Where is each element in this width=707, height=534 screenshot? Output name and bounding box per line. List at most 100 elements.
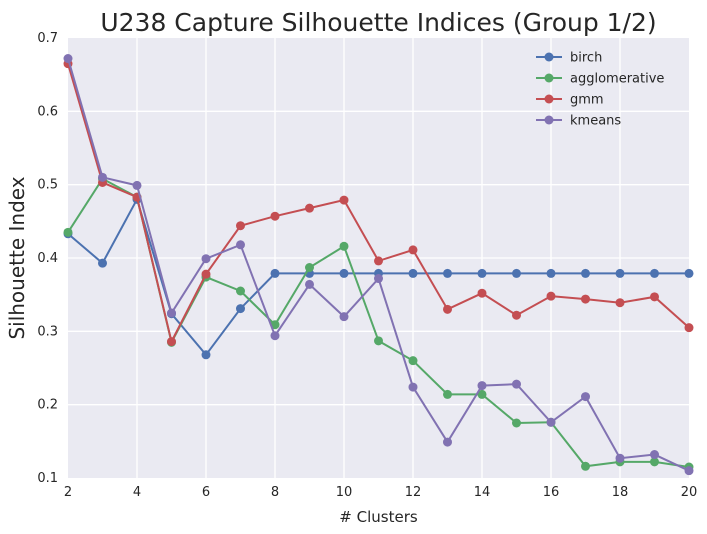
data-point-gmm — [443, 304, 452, 314]
y-tick-label: 0.6 — [37, 104, 58, 119]
y-axis-ticks: 0.1 0.2 0.3 0.4 0.5 0.6 0.7 — [37, 31, 58, 486]
data-point-birch — [650, 268, 659, 278]
y-tick-label: 0.3 — [37, 324, 58, 339]
legend-item-agglomerative: agglomerative — [536, 72, 664, 87]
x-tick-label: 12 — [405, 485, 422, 500]
data-point-kmeans — [167, 308, 176, 318]
data-point-agglomerative — [512, 418, 521, 428]
data-point-kmeans — [236, 240, 245, 250]
data-point-gmm — [305, 203, 314, 213]
data-point-birch — [477, 268, 487, 278]
data-point-kmeans — [443, 437, 452, 447]
y-axis-label: Silhouette Index — [5, 176, 29, 339]
legend-marker — [544, 115, 554, 125]
data-point-birch — [512, 268, 521, 278]
data-point-birch — [443, 268, 452, 278]
y-tick-label: 0.4 — [37, 251, 58, 266]
data-point-agglomerative — [477, 389, 487, 399]
data-point-kmeans — [684, 466, 694, 476]
data-point-agglomerative — [374, 336, 383, 346]
data-point-kmeans — [512, 379, 521, 389]
legend-marker — [544, 73, 554, 83]
data-point-kmeans — [374, 274, 383, 284]
data-point-gmm — [339, 195, 349, 205]
data-point-kmeans — [650, 450, 659, 460]
legend-item-birch: birch — [536, 51, 602, 66]
legend-marker — [544, 94, 554, 104]
x-tick-label: 16 — [543, 485, 560, 500]
data-point-kmeans — [408, 382, 418, 392]
series-group — [63, 54, 694, 476]
data-point-gmm — [236, 221, 245, 231]
legend-item-kmeans: kmeans — [536, 114, 621, 129]
data-point-kmeans — [201, 254, 211, 264]
data-point-agglomerative — [63, 227, 73, 237]
data-point-kmeans — [581, 392, 590, 402]
x-tick-label: 6 — [202, 485, 210, 500]
y-tick-label: 0.1 — [37, 471, 58, 486]
data-point-gmm — [374, 256, 383, 266]
y-tick-label: 0.2 — [37, 398, 58, 413]
data-point-gmm — [650, 292, 659, 302]
data-point-kmeans — [339, 312, 349, 322]
data-point-gmm — [684, 323, 694, 333]
data-point-gmm — [546, 291, 556, 301]
legend: birch agglomerative gmm kmeans — [536, 51, 664, 129]
legend-label: gmm — [570, 93, 604, 108]
data-point-agglomerative — [305, 263, 314, 273]
y-tick-label: 0.7 — [37, 31, 58, 46]
data-point-birch — [615, 268, 625, 278]
data-point-birch — [236, 304, 245, 314]
x-axis-ticks: 2 4 6 8 10 12 14 16 18 20 — [64, 485, 697, 500]
data-point-gmm — [512, 310, 521, 320]
data-point-agglomerative — [581, 461, 590, 471]
data-point-agglomerative — [408, 356, 418, 366]
legend-label: birch — [570, 51, 602, 66]
data-point-kmeans — [270, 331, 280, 341]
x-tick-label: 2 — [64, 485, 72, 500]
data-point-kmeans — [63, 54, 73, 64]
data-point-gmm — [477, 288, 487, 298]
data-point-gmm — [270, 211, 280, 221]
x-tick-label: 20 — [681, 485, 698, 500]
chart-title: U238 Capture Silhouette Indices (Group 1… — [100, 8, 656, 37]
data-point-birch — [546, 268, 556, 278]
x-tick-label: 8 — [271, 485, 279, 500]
data-point-birch — [408, 268, 418, 278]
x-tick-label: 10 — [336, 485, 353, 500]
data-point-kmeans — [305, 279, 314, 289]
legend-marker — [544, 52, 554, 62]
x-tick-label: 18 — [612, 485, 629, 500]
data-point-gmm — [408, 245, 418, 255]
legend-label: agglomerative — [570, 72, 664, 87]
data-point-birch — [581, 268, 590, 278]
data-point-gmm — [615, 298, 625, 308]
data-point-birch — [270, 268, 280, 278]
data-point-birch — [684, 268, 694, 278]
data-point-gmm — [167, 337, 176, 347]
legend-item-gmm: gmm — [536, 93, 604, 108]
data-point-agglomerative — [650, 457, 659, 467]
data-point-kmeans — [615, 453, 625, 463]
data-point-gmm — [201, 269, 211, 279]
data-point-agglomerative — [443, 389, 452, 399]
data-point-gmm — [581, 294, 590, 304]
series-kmeans — [63, 54, 694, 476]
x-tick-label: 4 — [133, 485, 141, 500]
data-point-birch — [201, 350, 211, 360]
series-gmm — [63, 59, 694, 347]
data-point-agglomerative — [339, 241, 349, 251]
data-point-kmeans — [132, 180, 142, 190]
x-tick-label: 14 — [474, 485, 491, 500]
data-point-birch — [98, 258, 107, 268]
legend-label: kmeans — [570, 114, 621, 129]
data-point-kmeans — [477, 381, 487, 391]
data-point-agglomerative — [270, 320, 280, 330]
x-axis-label: # Clusters — [339, 508, 418, 526]
data-point-kmeans — [546, 417, 556, 427]
y-tick-label: 0.5 — [37, 178, 58, 193]
data-point-kmeans — [98, 172, 107, 182]
data-point-birch — [339, 268, 349, 278]
data-point-agglomerative — [236, 286, 245, 296]
